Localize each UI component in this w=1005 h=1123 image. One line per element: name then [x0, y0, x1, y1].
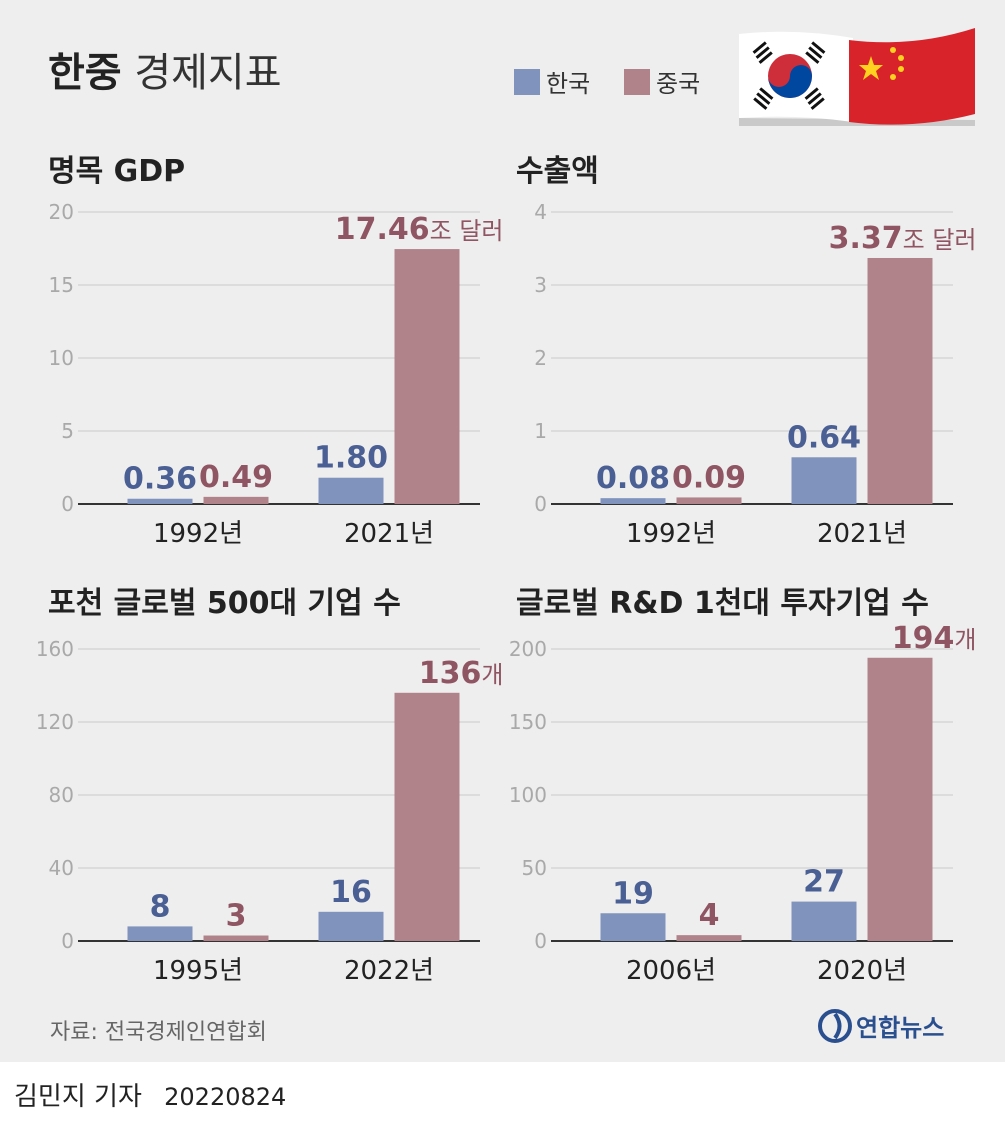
y-tick-label: 0: [534, 492, 547, 516]
value-label: 3.37조 달러: [829, 221, 977, 256]
chart2-title: 수출액: [516, 154, 599, 189]
yonhap-logo: 연합뉴스: [818, 1008, 944, 1043]
bar-korea: [600, 913, 666, 941]
legend-china-label: 중국: [656, 70, 701, 98]
bar-korea: [127, 926, 193, 941]
chart4-rnd1000: 0 50 100 150 200 2006년 19 4 2020년 27 194개: [509, 621, 977, 986]
infographic-panel: [0, 0, 1005, 1062]
x-category-label: 1992년: [153, 519, 243, 549]
value-label: 0.09: [672, 460, 746, 495]
y-tick-label: 20: [49, 200, 74, 224]
x-category-label: 2021년: [817, 519, 907, 549]
y-tick-label: 120: [36, 710, 74, 734]
bar-korea: [318, 477, 384, 504]
page-title: 한중 경제지표: [48, 40, 282, 98]
byline: 김민지 기자 20220824: [14, 1076, 286, 1113]
legend-china-swatch: [624, 68, 650, 95]
bar-korea: [791, 901, 857, 941]
value-label: 8: [150, 889, 171, 924]
value-label: 194개: [892, 621, 977, 656]
value-label: 27: [803, 865, 845, 900]
legend-korea-swatch: [514, 68, 540, 95]
chart3-title: 포천 글로벌 500대 기업 수: [48, 586, 401, 621]
title-regular: 경제지표: [134, 50, 282, 96]
y-tick-label: 0: [61, 492, 74, 516]
chart4-title: 글로벌 R&D 1천대 투자기업 수: [516, 586, 929, 621]
y-tick-label: 150: [509, 710, 547, 734]
y-tick-label: 3: [534, 273, 547, 297]
y-tick-label: 15: [49, 273, 74, 297]
bar-korea: [791, 457, 857, 504]
y-tick-label: 80: [49, 783, 74, 807]
y-tick-label: 5: [61, 419, 74, 443]
bar-china: [203, 496, 269, 504]
yonhap-logo-icon: [818, 1008, 852, 1043]
value-label: 3: [226, 899, 247, 934]
x-category-label: 2006년: [626, 956, 716, 986]
value-unit: 조 달러: [903, 226, 977, 254]
bar-china: [203, 935, 269, 941]
bar-korea: [600, 498, 666, 504]
value-label: 0.64: [787, 420, 861, 455]
y-tick-label: 4: [534, 200, 547, 224]
y-tick-label: 2: [534, 346, 547, 370]
value-unit: 개: [954, 626, 976, 654]
chart3-fortune500: 0 40 80 120 160 1995년 8 3 2022년 16 136개: [36, 637, 504, 986]
x-category-label: 1995년: [153, 956, 243, 986]
chart1-title: 명목 GDP: [48, 154, 186, 189]
legend-china: 중국: [624, 64, 700, 99]
bar-china: [394, 249, 460, 504]
value-label: 0.08: [596, 461, 670, 496]
y-tick-label: 10: [49, 346, 74, 370]
y-tick-label: 200: [509, 637, 547, 661]
x-category-label: 1992년: [626, 519, 716, 549]
y-tick-label: 50: [522, 856, 547, 880]
y-tick-label: 100: [509, 783, 547, 807]
chart1-gdp: 0 5 10 15 20 1992년 0.36 0.49 2021년 1.80 17.46조 달러: [49, 200, 504, 549]
value-label: 17.46조 달러: [335, 212, 504, 247]
bar-china: [676, 497, 742, 504]
byline-author: 김민지 기자: [14, 1082, 142, 1112]
x-category-label: 2021년: [344, 519, 434, 549]
y-tick-label: 0: [61, 929, 74, 953]
value-unit: 개: [481, 661, 503, 689]
x-category-label: 2022년: [344, 956, 434, 986]
legend-korea-label: 한국: [546, 70, 591, 98]
value-label: 0.49: [199, 460, 273, 495]
y-tick-label: 0: [534, 929, 547, 953]
flags-image: [739, 28, 975, 126]
y-tick-label: 160: [36, 637, 74, 661]
value-label: 16: [330, 875, 372, 910]
legend-korea: 한국: [514, 64, 590, 99]
bar-china: [867, 657, 933, 941]
value-label: 0.36: [123, 462, 197, 497]
yonhap-logo-text: 연합뉴스: [856, 1014, 945, 1042]
bar-china: [676, 935, 742, 941]
value-unit: 조 달러: [430, 217, 504, 245]
bar-korea: [127, 498, 193, 504]
value-label: 19: [612, 876, 654, 911]
byline-date: 20220824: [164, 1083, 287, 1111]
value-label: 136개: [419, 656, 504, 691]
chart2-exports: 0 1 2 3 4 1992년 0.08 0.09 2021년 0.64 3.37조 달러: [534, 200, 976, 549]
bar-china: [394, 692, 460, 941]
source-note: 자료: 전국경제인연합회: [50, 1020, 267, 1045]
china-flag-icon: [849, 28, 975, 125]
y-tick-label: 1: [534, 419, 547, 443]
bar-korea: [318, 911, 384, 941]
bar-china: [867, 257, 933, 504]
value-label: 1.80: [314, 441, 388, 476]
korea-flag-icon: [739, 31, 853, 122]
title-bold: 한중: [48, 50, 122, 96]
x-category-label: 2020년: [817, 956, 907, 986]
y-tick-label: 40: [49, 856, 74, 880]
value-label: 4: [699, 898, 720, 933]
